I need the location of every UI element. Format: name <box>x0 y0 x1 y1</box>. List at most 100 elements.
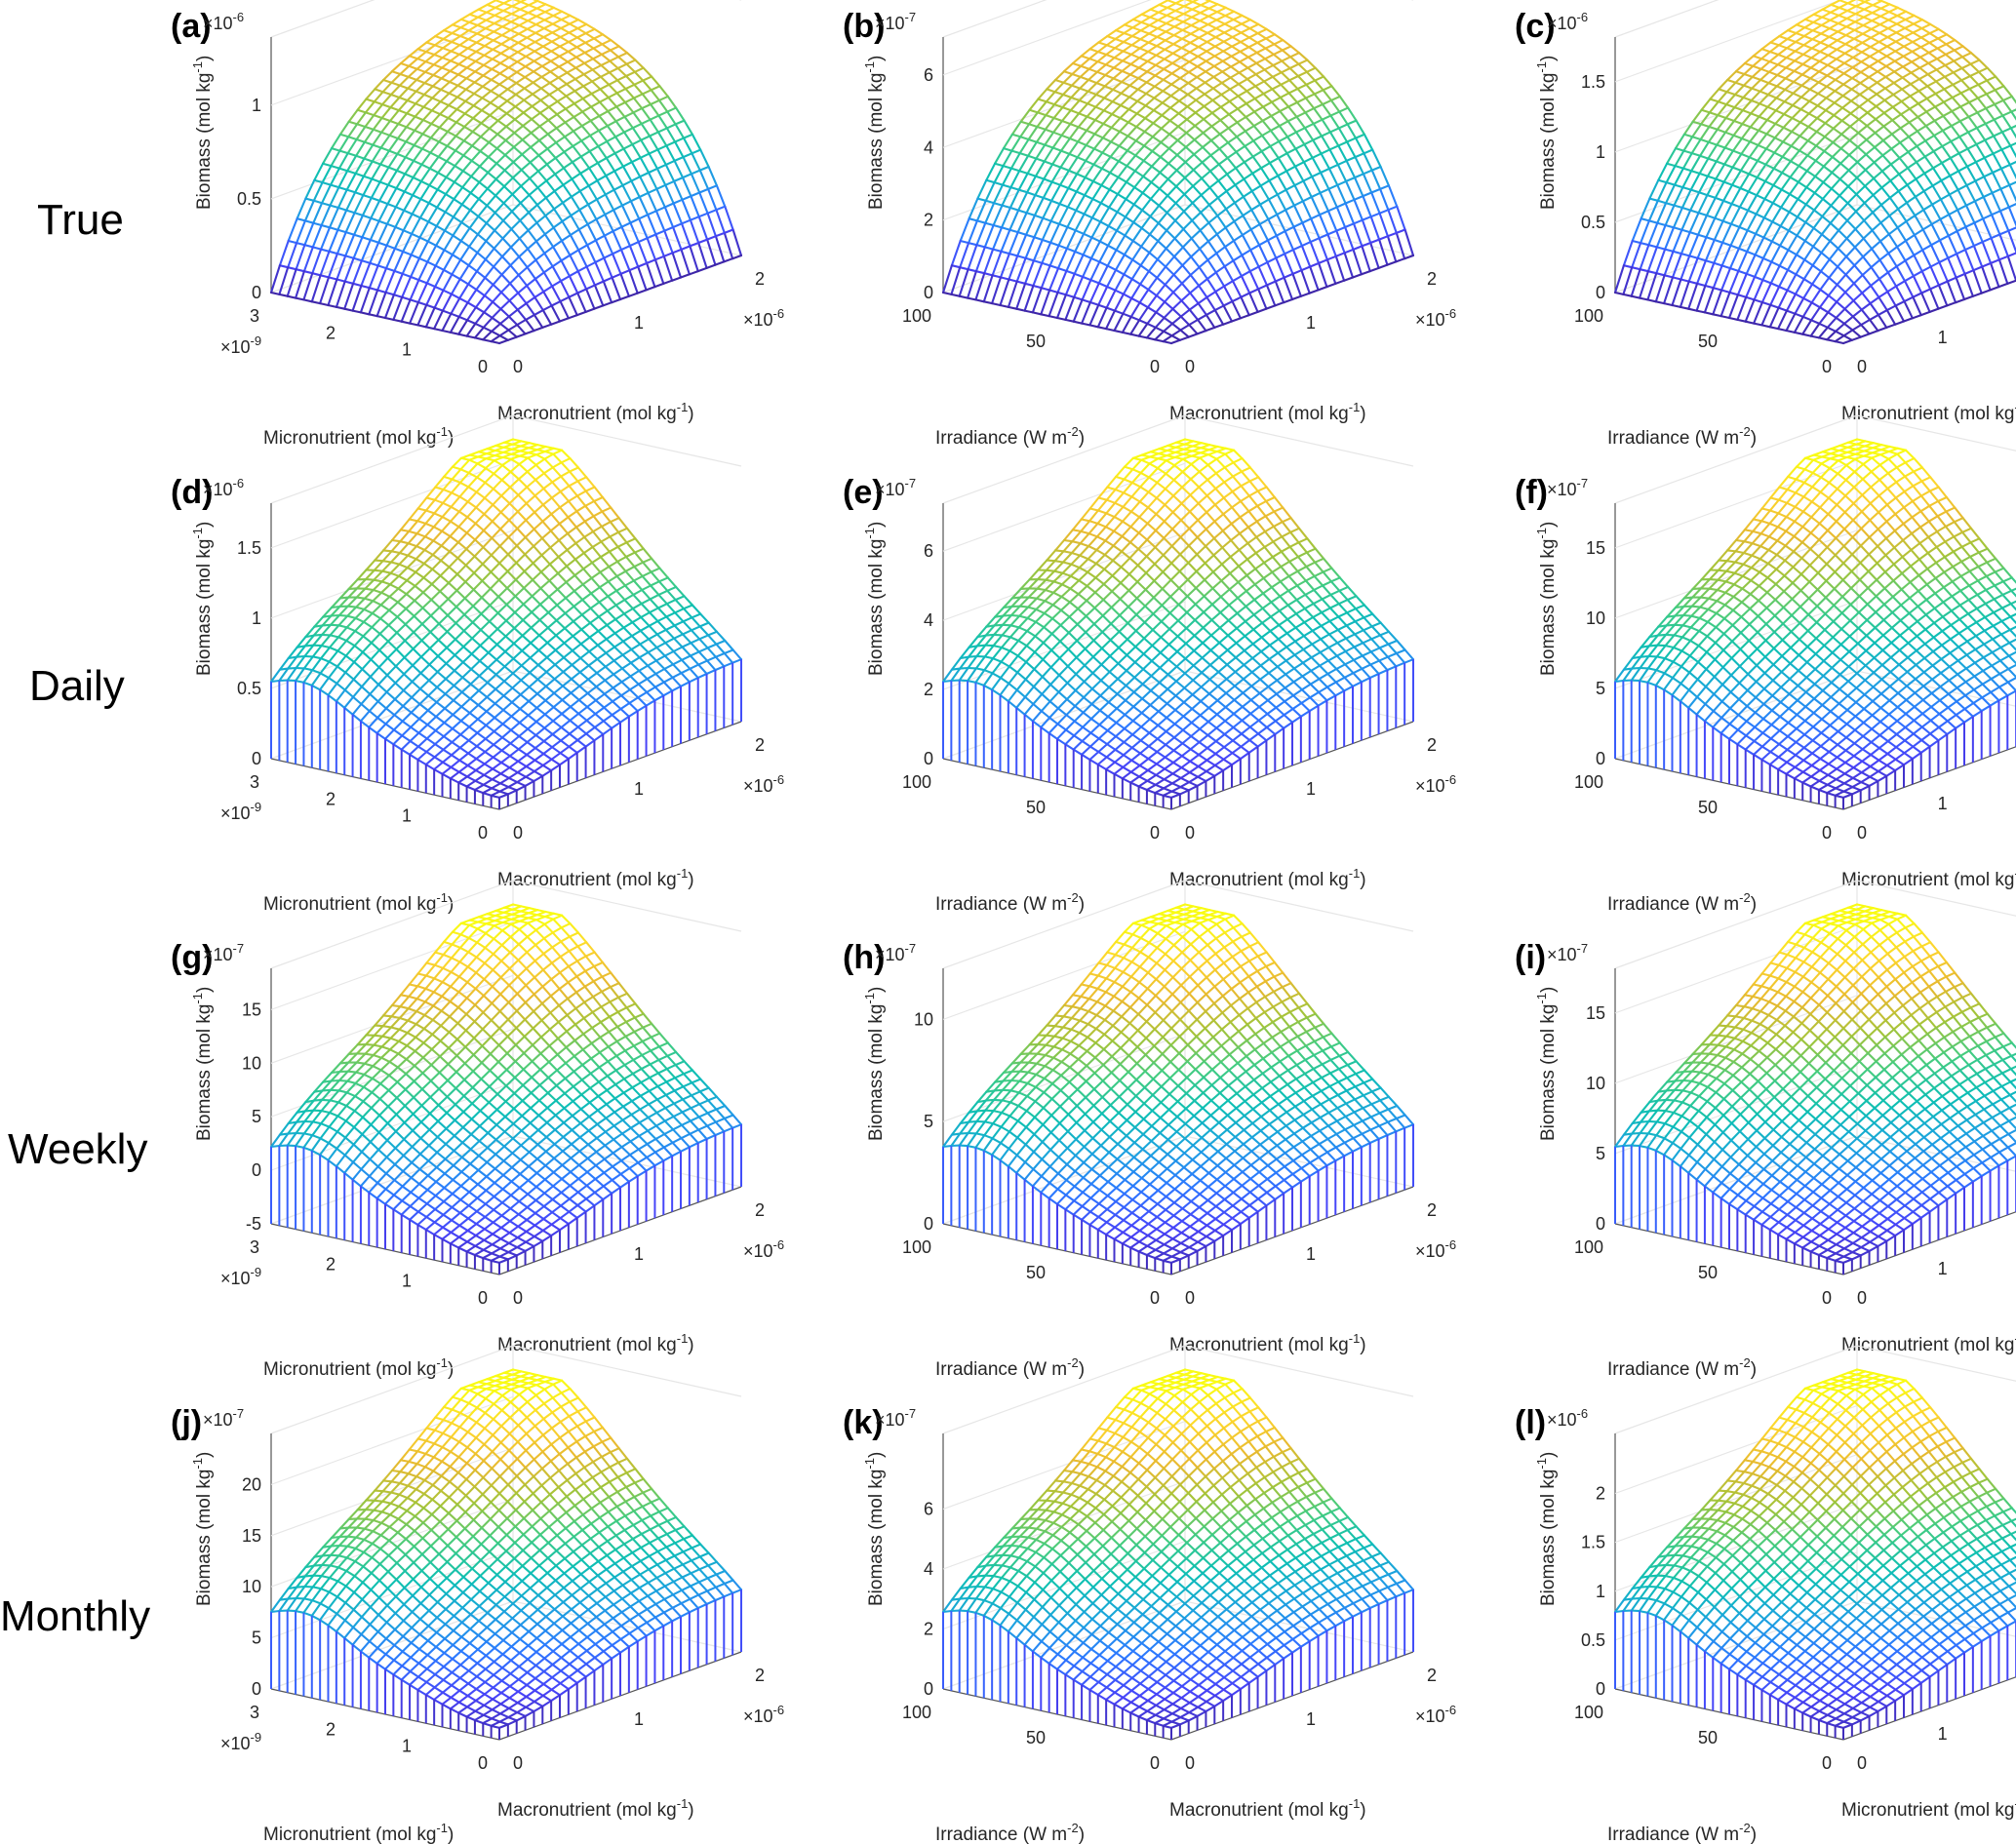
surface-mesh-line <box>1133 159 1145 173</box>
surface-mesh-line <box>521 153 532 164</box>
surface-mesh-line <box>1285 204 1296 212</box>
surface-mesh-line <box>471 144 482 153</box>
surface-mesh-line <box>447 117 457 124</box>
surface-mesh-line <box>450 278 461 295</box>
surface-mesh-line <box>1640 242 1650 247</box>
surface-mesh-line <box>1896 219 1908 229</box>
surface-mesh-line <box>1886 271 1898 288</box>
surface-mesh-line <box>1993 131 2003 137</box>
surface-mesh-line <box>1902 65 1913 74</box>
surface-mesh-line <box>1308 289 1320 294</box>
surface-mesh-line <box>509 264 520 277</box>
surface-mesh-line <box>1207 221 1218 236</box>
surface-mesh-line <box>1972 265 1984 272</box>
surface-mesh-line <box>1770 260 1781 267</box>
surface-mesh-line <box>440 80 452 91</box>
surface-mesh-line <box>1797 180 1808 189</box>
surface-mesh-line <box>1885 45 1897 53</box>
surface-mesh-line <box>1228 107 1240 116</box>
surface-mesh-line <box>311 223 323 249</box>
surface-mesh-line <box>1797 170 1808 183</box>
surface-mesh-line <box>1939 198 1951 216</box>
surface-mesh-line <box>1267 193 1279 201</box>
surface-mesh-line <box>1145 81 1156 88</box>
surface-mesh-line <box>1130 264 1142 281</box>
surface-mesh-line <box>1335 229 1346 255</box>
surface-mesh-line <box>1094 97 1106 108</box>
surface-mesh-line <box>469 191 480 201</box>
surface-mesh-line <box>672 202 684 225</box>
surface-mesh-line <box>1856 138 1868 148</box>
surface-mesh-line <box>356 123 367 129</box>
surface-mesh-line <box>641 102 652 110</box>
surface-mesh-line <box>619 249 631 272</box>
surface-mesh-line <box>1656 221 1667 227</box>
surface-mesh-line <box>1080 58 1091 67</box>
surface-mesh-line <box>1337 140 1349 147</box>
surface-mesh-line <box>500 34 512 40</box>
surface-mesh-line <box>1145 336 1157 341</box>
surface-mesh-line <box>1819 45 1830 54</box>
surface-mesh-line <box>321 183 333 205</box>
surface-mesh-line <box>464 92 476 102</box>
surface-mesh-line <box>1379 184 1390 190</box>
z-gridline <box>1614 0 1842 83</box>
surface-mesh-line <box>1114 40 1126 50</box>
surface-mesh-line <box>1294 143 1306 150</box>
surface-mesh-line <box>1110 117 1122 129</box>
surface-mesh-line <box>1913 14 1923 21</box>
surface-mesh-line <box>1041 241 1052 264</box>
surface-mesh-line <box>1071 55 1083 65</box>
surface-mesh-line <box>514 93 526 101</box>
surface-mesh-line <box>1232 22 1244 29</box>
surface-mesh-line <box>1243 172 1254 180</box>
surface-mesh-line <box>672 198 684 205</box>
surface-mesh-line <box>576 22 588 30</box>
surface-mesh-line <box>664 183 675 205</box>
surface-mesh-line <box>689 218 700 245</box>
surface-mesh-line <box>602 280 613 304</box>
surface-mesh-line <box>499 282 511 294</box>
surface-mesh-line <box>614 115 626 123</box>
surface-mesh-line <box>1204 75 1215 84</box>
surface-mesh-line <box>1182 5 1194 11</box>
surface-mesh-line <box>597 139 609 148</box>
surface-mesh-line <box>1214 291 1225 307</box>
surface-mesh-line <box>690 191 701 198</box>
surface-mesh-line <box>1935 63 1947 71</box>
surface-mesh-line <box>405 140 415 146</box>
surface-mesh-line <box>1058 186 1070 206</box>
surface-mesh-line <box>431 97 442 103</box>
surface-mesh-line <box>1107 244 1118 252</box>
surface-mesh-line <box>1739 186 1750 193</box>
surface-mesh-line <box>337 186 348 191</box>
surface-mesh-line <box>1838 194 1849 205</box>
surface-mesh-line <box>1911 50 1921 59</box>
surface-mesh-line <box>1750 112 1760 118</box>
surface-mesh-line <box>566 66 577 74</box>
surface-mesh-line <box>1986 79 1996 92</box>
surface-mesh-line <box>1720 267 1732 292</box>
surface-mesh-line <box>1225 183 1237 193</box>
surface-mesh-line <box>663 225 675 232</box>
surface-mesh-line <box>1166 212 1177 222</box>
surface-mesh-line <box>499 307 510 318</box>
surface-mesh-line <box>1094 85 1106 97</box>
surface-mesh-line <box>1928 41 1939 50</box>
surface-mesh-line <box>1946 301 1957 307</box>
surface-mesh-line <box>483 311 494 319</box>
surface-mesh-line <box>1986 66 1997 78</box>
surface-mesh-line <box>1946 280 1957 304</box>
surface-mesh-line <box>1769 264 1781 285</box>
surface-mesh-line <box>470 165 481 177</box>
surface-mesh-line <box>459 26 470 32</box>
surface-mesh-line <box>1725 81 1737 94</box>
surface-mesh-line <box>1871 15 1882 22</box>
surface-mesh-line <box>1255 58 1267 64</box>
surface-mesh-line <box>1914 195 1925 212</box>
surface-mesh-line <box>1126 149 1137 157</box>
surface-mesh-line <box>1160 140 1170 150</box>
surface-mesh-line <box>516 60 527 68</box>
surface-mesh-line <box>1879 204 1891 217</box>
surface-mesh-line <box>1050 183 1062 202</box>
